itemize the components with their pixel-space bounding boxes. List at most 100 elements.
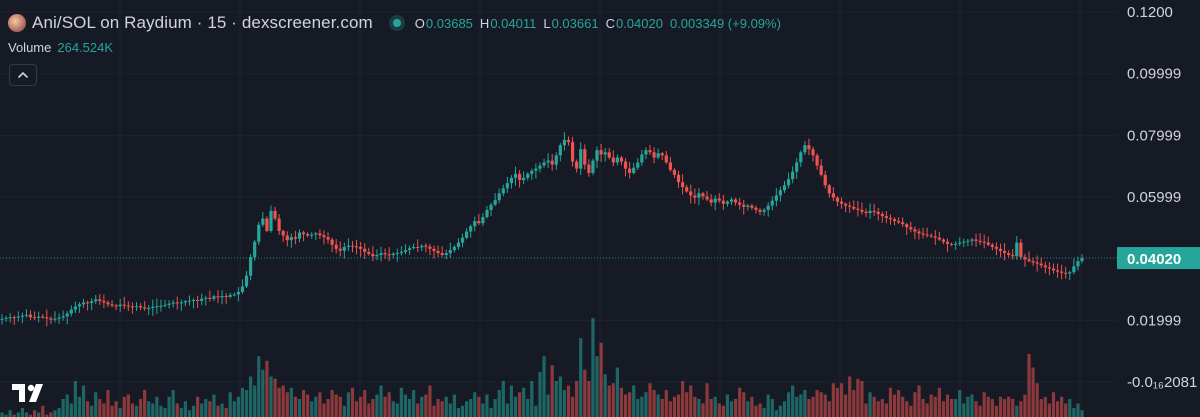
candle bbox=[685, 184, 689, 193]
candle bbox=[159, 299, 163, 312]
candle bbox=[729, 197, 734, 206]
candle bbox=[636, 158, 640, 171]
volume-bar bbox=[949, 399, 954, 417]
candle-body bbox=[53, 318, 57, 320]
volume-bar bbox=[1060, 396, 1064, 417]
candle-body bbox=[391, 253, 395, 255]
candle bbox=[110, 300, 114, 308]
candle-body bbox=[204, 297, 208, 299]
candle-body bbox=[196, 299, 200, 301]
volume-bar bbox=[782, 401, 787, 417]
volume-bar bbox=[65, 394, 69, 417]
volume-bar bbox=[1039, 399, 1043, 417]
candle-body bbox=[155, 306, 159, 308]
candle bbox=[656, 148, 660, 160]
candle-body bbox=[693, 195, 697, 198]
volume-bar bbox=[412, 390, 416, 417]
candle bbox=[1055, 263, 1060, 278]
volume-bar bbox=[330, 390, 334, 417]
candle bbox=[49, 316, 53, 324]
candle-body bbox=[782, 185, 787, 191]
volume-bar bbox=[20, 408, 24, 417]
candle bbox=[982, 234, 986, 249]
candle bbox=[497, 188, 501, 204]
candle bbox=[208, 290, 212, 302]
volume-bar bbox=[122, 396, 126, 417]
candle bbox=[1039, 257, 1043, 269]
candle-body bbox=[966, 240, 970, 242]
volume-bar bbox=[114, 401, 118, 417]
candle-body bbox=[460, 237, 465, 243]
candle bbox=[334, 239, 338, 254]
volume-bar bbox=[12, 414, 16, 417]
candle bbox=[509, 175, 514, 189]
candle bbox=[664, 151, 668, 164]
candle bbox=[933, 230, 937, 245]
volume-bar bbox=[28, 414, 33, 417]
volume-bar bbox=[546, 394, 550, 417]
candle-body bbox=[823, 174, 827, 186]
volume-bar bbox=[179, 408, 183, 417]
candle bbox=[1035, 255, 1039, 272]
candle-body bbox=[1055, 270, 1060, 272]
candle-body bbox=[1002, 250, 1007, 254]
candle-body bbox=[803, 145, 807, 153]
volume-bar bbox=[954, 399, 958, 417]
candle bbox=[232, 292, 236, 297]
candle-body bbox=[949, 243, 954, 245]
candle-body bbox=[432, 248, 436, 251]
candle-body bbox=[1039, 263, 1043, 266]
candle bbox=[187, 295, 192, 306]
candle-body bbox=[318, 233, 322, 236]
volume-bar bbox=[118, 408, 122, 417]
volume-bar bbox=[868, 392, 872, 417]
volume-bar bbox=[322, 403, 326, 417]
candle bbox=[811, 146, 815, 162]
candle bbox=[994, 242, 999, 256]
candle-body bbox=[416, 246, 420, 248]
candle bbox=[554, 152, 558, 170]
candle bbox=[917, 228, 921, 240]
candle bbox=[941, 238, 946, 245]
volume-bar bbox=[407, 399, 412, 417]
candle-body bbox=[681, 182, 685, 188]
volume-bar bbox=[1055, 401, 1060, 417]
candle-body bbox=[16, 316, 20, 318]
candle-body bbox=[334, 244, 338, 249]
open-value: 0.03685 bbox=[425, 15, 473, 31]
volume-bar bbox=[884, 403, 888, 417]
candle bbox=[958, 237, 962, 246]
candle-body bbox=[954, 243, 958, 245]
candle-body bbox=[452, 246, 456, 251]
candle-body bbox=[387, 254, 391, 256]
volume-bar bbox=[994, 405, 999, 417]
candle-body bbox=[505, 183, 509, 189]
candle bbox=[970, 238, 974, 246]
volume-bar bbox=[1080, 410, 1084, 417]
high-value: 0.04011 bbox=[490, 15, 537, 31]
volume-bar bbox=[799, 394, 803, 417]
candle-body bbox=[257, 224, 261, 242]
candle-body bbox=[611, 157, 615, 163]
candle-body bbox=[33, 317, 37, 319]
candle bbox=[791, 166, 795, 184]
price-axis-tick-label: 0.01999 bbox=[1127, 312, 1181, 329]
candle-body bbox=[175, 302, 179, 304]
volume-bar bbox=[138, 399, 143, 417]
price-axis-tick-label: 0.09999 bbox=[1127, 66, 1181, 83]
candle-body bbox=[346, 245, 351, 247]
volume-bar bbox=[342, 405, 346, 417]
tradingview-logo-icon[interactable] bbox=[10, 376, 50, 410]
candle bbox=[672, 168, 677, 179]
collapse-legend-button[interactable] bbox=[9, 64, 37, 86]
candle-body bbox=[517, 173, 522, 181]
candle bbox=[852, 200, 856, 211]
candle bbox=[530, 168, 534, 181]
candle bbox=[880, 211, 884, 223]
volume-bar bbox=[534, 405, 538, 417]
candle bbox=[155, 298, 159, 314]
volume-bar bbox=[921, 399, 925, 417]
candle bbox=[676, 170, 681, 188]
volume-bar bbox=[57, 408, 61, 417]
